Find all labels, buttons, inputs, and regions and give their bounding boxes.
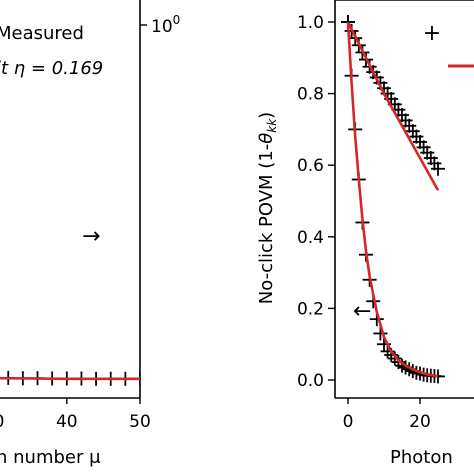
right-series-group <box>341 15 445 384</box>
left-y2tick-base-0: 10 <box>151 17 173 37</box>
right-ytick-label-2: 0.4 <box>297 228 324 248</box>
right-y-label-close: ) <box>256 112 277 119</box>
right-legend-measured-marker: + <box>423 21 441 46</box>
left-panel: 30 40 50 10010−110−210−3 Measured it η = 0… <box>0 0 180 468</box>
left-y2tick-label-0: 100 <box>151 13 180 37</box>
left-xtick-label-0: 30 <box>0 412 4 432</box>
right-arrow-annotation: ← <box>353 299 371 324</box>
right-y-ticks: 0.0 0.2 0.4 0.6 0.8 1.0 <box>297 13 335 391</box>
right-series-3-line <box>346 21 439 378</box>
right-y-label-text: No-click POVM (1- <box>256 144 277 305</box>
left-series-group <box>0 370 140 386</box>
right-ytick-label-3: 0.6 <box>297 156 324 176</box>
right-ytick-label-0: 0.0 <box>297 371 324 391</box>
right-panel: 0.0 0.2 0.4 0.6 0.8 1.0 0 20 + ← No-click POVM… <box>256 0 474 468</box>
left-y2tick-exp-0: 0 <box>173 13 181 27</box>
right-x-axis-label: Photon <box>390 447 453 468</box>
right-ytick-label-5: 1.0 <box>297 13 324 33</box>
left-xtick-label-2: 50 <box>129 412 151 432</box>
left-x-axis-label: n number μ <box>0 447 101 468</box>
right-ytick-label-4: 0.8 <box>297 85 324 105</box>
right-series-2-point-14 <box>391 355 406 370</box>
left-series-3-line <box>0 376 140 381</box>
left-legend-fit: it η = 0.169 <box>0 58 103 79</box>
right-legend: + <box>423 21 474 68</box>
left-y2-ticks: 10010−110−210−3 <box>140 13 180 37</box>
right-x-ticks: 0 20 <box>343 398 431 432</box>
right-series-1-line <box>346 21 440 191</box>
left-x-ticks: 30 40 50 <box>0 398 151 432</box>
left-legend-measured: Measured <box>0 23 84 44</box>
left-xtick-label-1: 40 <box>56 412 78 432</box>
right-series-0-point-25 <box>431 161 445 176</box>
right-y-axis-label: No-click POVM (1-θkk) <box>256 112 279 304</box>
right-y-label-subscript: kk <box>265 118 279 133</box>
right-y-label-theta: θ <box>256 133 277 144</box>
right-xtick-label-1: 20 <box>409 412 431 432</box>
right-series-2-point-13 <box>387 351 402 366</box>
right-xtick-label-0: 0 <box>343 412 354 432</box>
right-ytick-label-1: 0.2 <box>297 299 324 319</box>
left-arrow-annotation: → <box>82 224 100 249</box>
